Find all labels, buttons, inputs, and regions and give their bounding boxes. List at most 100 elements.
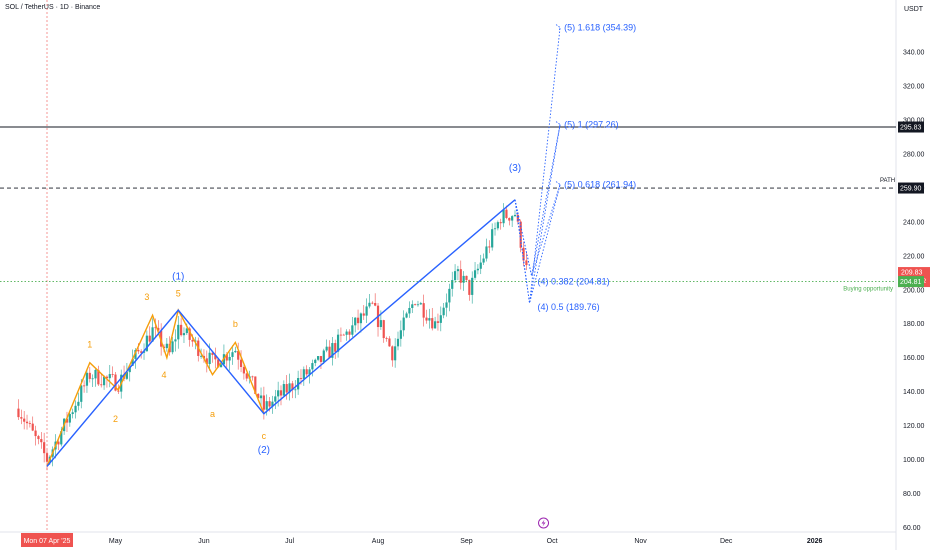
candle-body <box>131 358 134 366</box>
price-tick-label: 160.00 <box>903 355 925 362</box>
buying-opportunity-note: Buying opportunity <box>843 287 893 293</box>
candle-body <box>391 346 394 361</box>
candle-body <box>385 338 388 339</box>
time-tick-label: 2026 <box>807 538 823 545</box>
candle-body <box>82 385 86 387</box>
projection-path <box>514 124 561 276</box>
date-label: Mon 07 Apr '25 <box>24 538 71 545</box>
price-badge-25990-bg <box>898 182 924 194</box>
projection-paths <box>514 24 561 304</box>
candle-body <box>331 343 334 358</box>
candle-body <box>342 334 345 336</box>
candle-body <box>208 352 211 365</box>
candle-body <box>105 376 109 379</box>
candle-body <box>239 359 243 367</box>
wave4-target-label: (4) 0.5 (189.76) <box>538 302 600 312</box>
candle-body <box>339 334 343 336</box>
candle-body <box>231 352 234 357</box>
candle-body <box>60 431 63 445</box>
candle-body <box>453 271 457 281</box>
candle-body <box>299 378 303 379</box>
candle-body <box>405 313 408 318</box>
candle-body <box>374 303 377 306</box>
candle-body <box>91 378 94 380</box>
candle-body <box>525 260 528 266</box>
price-tick-label: 60.00 <box>903 525 921 532</box>
candle-body <box>271 401 274 407</box>
candle-body <box>217 359 220 368</box>
candle-body <box>285 384 288 393</box>
time-tick-label: Aug <box>372 538 385 545</box>
candle-body <box>188 328 191 340</box>
candle-body <box>519 221 522 248</box>
candle-body <box>145 335 148 352</box>
candle-body <box>451 280 454 289</box>
price-tick-label: 100.00 <box>903 457 925 464</box>
candle-body <box>242 366 246 374</box>
candle-body <box>422 303 425 318</box>
candle-body <box>219 364 223 368</box>
candle-body <box>468 279 471 295</box>
major-wave-label: (1) <box>172 272 184 283</box>
candle-body <box>211 352 214 355</box>
minor-wave-path <box>46 308 265 467</box>
candle-body <box>305 369 308 375</box>
projection-arrow <box>555 24 561 32</box>
price-tick-label: 120.00 <box>903 423 925 430</box>
candle-body <box>80 385 83 402</box>
price-tick-label: 140.00 <box>903 389 925 396</box>
symbol-title: SOL / TetherUS · 1D · Binance <box>5 4 101 11</box>
candle-body <box>322 350 325 362</box>
candle-body <box>359 313 363 324</box>
candle-body <box>274 396 277 402</box>
candle-body <box>388 338 391 347</box>
candle-body <box>508 217 511 221</box>
candle-body <box>362 313 365 316</box>
price-badge-20481: 204.81 <box>900 279 922 286</box>
candle-body <box>416 304 420 306</box>
candle-body <box>251 376 254 378</box>
candle-body <box>177 324 180 340</box>
candle-body <box>237 350 240 360</box>
minor-wave-label: 2 <box>113 414 118 424</box>
candle-body <box>57 441 60 445</box>
candle-body <box>502 209 505 224</box>
candle-body <box>148 335 151 342</box>
minor-wave-label: 5 <box>176 289 181 299</box>
price-tick-label: 340.00 <box>903 50 925 57</box>
candle-body <box>308 369 311 375</box>
price-badge-29583-bg <box>898 121 924 133</box>
candle-body <box>97 369 100 385</box>
candle-body <box>125 372 129 379</box>
candle-body <box>142 351 146 353</box>
candle-body <box>265 401 268 410</box>
path-note: PATH <box>880 178 895 184</box>
candle-body <box>465 275 468 280</box>
candle-body <box>419 303 422 305</box>
price-tick-label: 280.00 <box>903 151 925 158</box>
candle-body <box>493 228 497 230</box>
candle-body <box>396 338 400 347</box>
candle-body <box>43 442 46 454</box>
wave5-target-label: (5) 1 (297.26) <box>564 120 619 130</box>
candle-body <box>522 247 525 261</box>
candle-body <box>371 302 374 304</box>
candle-body <box>17 408 20 418</box>
candle-body <box>117 390 120 392</box>
minor-wave-label: a <box>210 409 215 419</box>
candle-body <box>71 412 74 415</box>
candle-body <box>436 321 440 323</box>
candle-body <box>462 275 465 283</box>
wave5-target-label: (5) 0.618 (261.94) <box>564 180 636 190</box>
candle-body <box>368 302 371 307</box>
time-tick-label: Sep <box>460 538 473 545</box>
time-tick-label: May <box>109 538 123 545</box>
minor-wave-label: 1 <box>87 339 92 349</box>
candle-body <box>473 270 477 278</box>
candle-body <box>496 222 499 229</box>
candle-body <box>257 393 260 399</box>
candle-body <box>328 346 331 358</box>
candle-body <box>74 405 77 413</box>
price-badge-25990: 259.90 <box>900 186 922 193</box>
